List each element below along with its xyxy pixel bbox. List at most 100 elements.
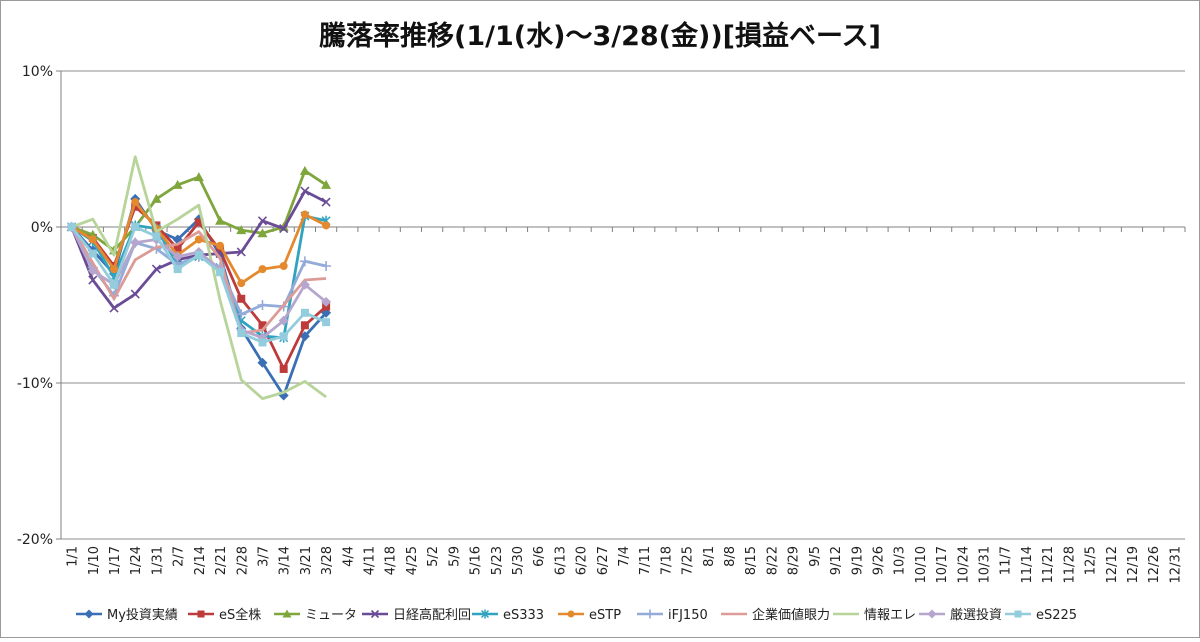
x-tick-label: 4/11: [363, 546, 378, 575]
gridlines: [61, 70, 1185, 540]
data-point: [216, 246, 225, 255]
x-tick-label: 2/28: [235, 546, 250, 575]
x-tick-label: 4/4: [341, 546, 356, 567]
x-tick-label: 5/16: [469, 546, 484, 575]
x-tick-label: 11/21: [1041, 546, 1056, 583]
x-tick-label: 7/4: [617, 546, 632, 567]
x-tick-label: 6/27: [596, 546, 611, 575]
series-lines: [66, 155, 332, 401]
data-point: [151, 193, 162, 203]
legend-label: eS225: [1036, 608, 1077, 623]
data-point: [87, 265, 98, 276]
x-tick-label: 1/17: [108, 546, 123, 575]
x-tick-label: 7/18: [659, 546, 674, 575]
data-point: [88, 235, 97, 244]
legend-label: ミュータ: [305, 608, 357, 623]
x-tick-label: 11/28: [1062, 546, 1077, 583]
legend-label: eS全株: [219, 607, 261, 623]
x-tick-label: 8/29: [787, 546, 802, 575]
data-point: [131, 198, 140, 207]
legend-item: iFJ150: [637, 608, 708, 623]
data-point: [237, 329, 246, 338]
data-point: [279, 223, 289, 234]
x-tick-label: 12/31: [1168, 546, 1183, 583]
legend-item: 情報エレ: [833, 608, 916, 623]
data-point: [152, 232, 161, 241]
x-tick-label: 5/2: [426, 546, 441, 567]
x-tick-label: 12/19: [1126, 546, 1141, 583]
legend-label: 日経高配利回: [393, 607, 471, 623]
x-tick-label: 1/10: [87, 546, 102, 575]
legend-item: My投資実績: [76, 607, 178, 623]
x-tick-label: 12/12: [1105, 546, 1120, 583]
axes: 10% 0% -10% -20% 1/1 1/10 1/17 1/24 1/31 2/7 2/14 2…: [17, 64, 1186, 583]
x-tick-label: 6/6: [532, 546, 547, 567]
legend-item: eS225: [1005, 608, 1077, 623]
x-tick-label: 2/14: [193, 546, 208, 575]
data-point: [299, 256, 310, 267]
x-tick-label: 2/21: [214, 546, 229, 575]
data-point: [173, 244, 182, 253]
data-point: [88, 249, 97, 258]
legend-item: eSTP: [558, 608, 621, 623]
data-point: [299, 279, 310, 290]
data-point: [67, 223, 76, 231]
x-tick-label: 5/30: [511, 546, 526, 575]
legend-item: 企業価値眼力: [721, 607, 830, 623]
data-point: [321, 296, 332, 307]
x-tick-label: 5/9: [447, 546, 462, 567]
legend-label: 情報エレ: [864, 608, 916, 623]
data-point: [131, 223, 140, 231]
x-tick-label: 9/5: [808, 546, 823, 567]
data-point: [300, 210, 309, 219]
legend-item: 厳選投資: [919, 607, 1002, 623]
x-tick-label: 12/26: [1147, 546, 1162, 583]
x-tick-label: 8/8: [723, 546, 738, 567]
x-tick-label: 10/10: [914, 546, 929, 583]
data-point: [370, 609, 380, 619]
data-point: [282, 609, 292, 618]
data-point: [299, 331, 310, 342]
y-tick-label: 0%: [31, 220, 53, 236]
data-point: [172, 179, 183, 189]
series-eS225: [67, 223, 331, 347]
legend-label: eS333: [503, 608, 544, 623]
data-point: [300, 308, 309, 317]
data-point: [321, 261, 332, 271]
data-point: [215, 215, 226, 225]
x-tick-label: 8/1: [702, 546, 717, 567]
data-point: [194, 251, 203, 260]
data-point: [322, 318, 331, 327]
data-point: [300, 186, 310, 196]
x-tick-label: 9/19: [850, 546, 865, 575]
data-point: [130, 289, 140, 299]
x-tick-label: 6/13: [553, 546, 568, 575]
data-point: [645, 609, 655, 619]
x-tick-label: 10/3: [893, 546, 908, 575]
data-point: [237, 279, 246, 288]
legend-label: 厳選投資: [950, 607, 1002, 623]
x-tick-label: 2/7: [172, 546, 187, 567]
data-point: [88, 275, 98, 285]
data-point: [321, 197, 331, 207]
x-tick-label: 4/18: [384, 546, 399, 575]
data-point: [257, 357, 268, 368]
legend-item: 日経高配利回: [362, 607, 471, 623]
data-point: [236, 225, 247, 235]
data-point: [194, 218, 203, 227]
data-point: [84, 609, 94, 619]
data-point: [480, 609, 490, 619]
x-tick-label: 3/7: [256, 546, 271, 567]
data-point: [322, 221, 331, 230]
legend: My投資実績 eS全株 ミュータ 日経高配利回 eS333 eSTP iFJ150 企業価値眼…: [76, 607, 1077, 623]
data-point: [257, 216, 268, 226]
data-point: [151, 264, 161, 274]
legend-item: ミュータ: [274, 608, 357, 623]
data-point: [300, 321, 309, 330]
legend-label: 企業価値眼力: [752, 607, 830, 623]
data-point: [109, 303, 119, 313]
data-point: [927, 609, 937, 619]
legend-label: iFJ150: [668, 608, 708, 623]
